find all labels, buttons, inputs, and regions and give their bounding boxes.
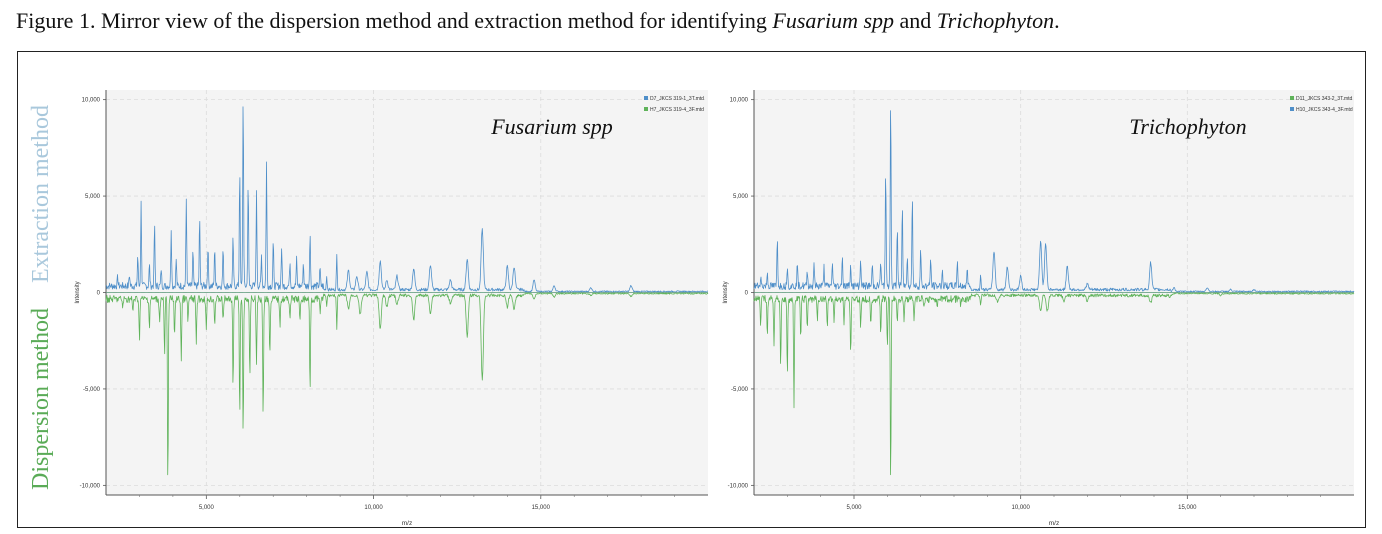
species-annotation: Fusarium spp <box>490 114 613 139</box>
legend-label: H10_JKCS 343-4_3F.mtd <box>1296 107 1353 113</box>
y-axis-label: Intensity <box>723 281 729 303</box>
extraction-method-label: Extraction method <box>28 105 54 283</box>
y-tick-label: 5,000 <box>85 194 101 200</box>
y-tick-label: -10,000 <box>728 483 749 489</box>
y-tick-label: 0 <box>97 291 101 297</box>
y-axis-label: Intensity <box>75 281 81 303</box>
dispersion-method-label: Dispersion method <box>28 308 54 490</box>
caption-middle: and <box>894 8 937 33</box>
y-tick-label: -5,000 <box>731 387 749 393</box>
y-tick-label: -5,000 <box>83 387 101 393</box>
x-tick-label: 15,000 <box>532 505 551 511</box>
y-tick-label: 10,000 <box>82 98 101 104</box>
caption-italic-fusarium: Fusarium spp <box>772 8 895 33</box>
y-tick-label: -10,000 <box>80 483 101 489</box>
x-tick-label: 10,000 <box>1011 505 1030 511</box>
figure-caption: Figure 1. Mirror view of the dispersion … <box>16 8 1060 34</box>
caption-prefix: Figure 1. Mirror view of the dispersion … <box>16 8 773 33</box>
legend-swatch <box>1290 96 1294 100</box>
caption-italic-trichophyton: Trichophyton <box>936 8 1055 33</box>
chart-trichophyton: 10,000 5,000 0 -5,000 -10,000 5,000 10,000 15,0… <box>723 90 1355 527</box>
series-line-lower <box>753 292 1355 476</box>
legend-swatch <box>1290 107 1294 111</box>
y-tick-label: 0 <box>745 291 749 297</box>
x-axis-label: m/z <box>1049 520 1059 527</box>
legend-swatch <box>644 96 648 100</box>
x-tick-label: 10,000 <box>364 505 383 511</box>
legend-label: D11_JKCS 343-2_3T.mtd <box>1296 96 1353 102</box>
series-line-lower <box>105 292 709 476</box>
y-tick-label: 5,000 <box>733 194 749 200</box>
legend-label: H7_JKCS 319-4_3F.mtd <box>650 107 704 113</box>
x-tick-label: 5,000 <box>846 505 862 511</box>
caption-suffix: . <box>1054 8 1060 33</box>
x-tick-label: 15,000 <box>1178 505 1197 511</box>
legend-label: D7_JKCS 319-1_3T.mtd <box>650 96 704 102</box>
y-tick-label: 10,000 <box>730 98 749 104</box>
legend-swatch <box>644 107 648 111</box>
x-tick-label: 5,000 <box>199 505 215 511</box>
series-line-upper <box>753 110 1355 293</box>
series-line-upper <box>105 106 708 293</box>
species-annotation: Trichophyton <box>1129 114 1246 139</box>
chart-fusarium: 10,000 5,000 0 -5,000 -10,000 5,000 10,000 15,0… <box>75 90 709 527</box>
figure-frame <box>17 51 1366 528</box>
x-axis-label: m/z <box>402 520 412 527</box>
